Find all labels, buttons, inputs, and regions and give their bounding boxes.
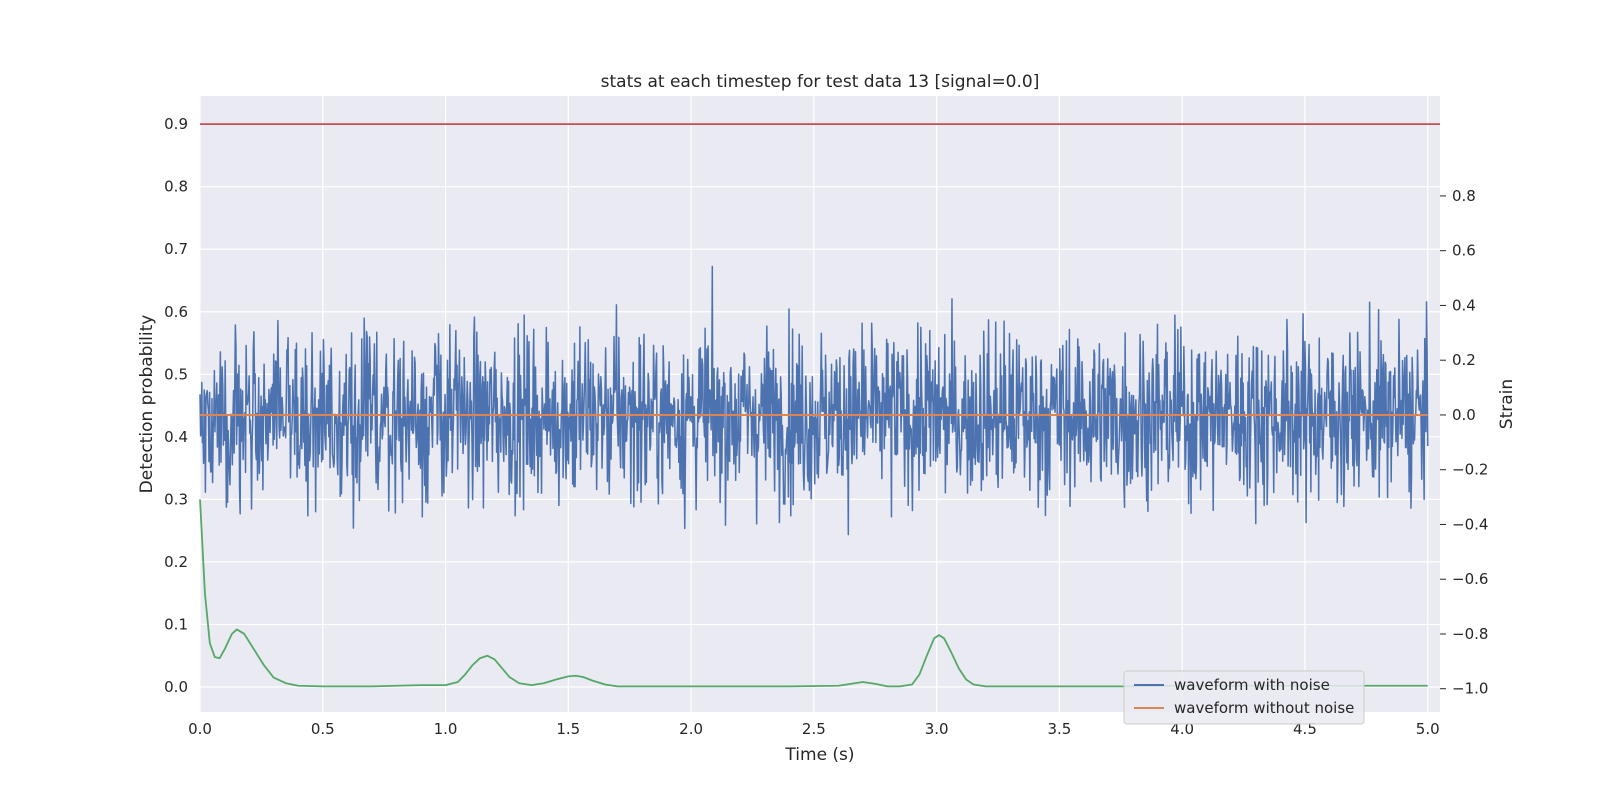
y-right-tick-label: −0.2 <box>1452 461 1488 479</box>
y-axis-left-ticks: 0.0 0.1 0.2 0.3 0.4 0.5 0.6 0.7 0.8 0.9 <box>164 115 188 696</box>
x-tick-label: 2.5 <box>802 720 826 738</box>
y-left-tick-label: 0.4 <box>164 428 188 446</box>
y-left-tick-label: 0.6 <box>164 303 188 321</box>
y-right-tick-label: 0.4 <box>1452 296 1476 314</box>
x-tick-label: 0.5 <box>311 720 335 738</box>
y-left-tick-label: 0.0 <box>164 678 188 696</box>
y-axis-right-label: Strain <box>1497 379 1517 429</box>
legend-box <box>1123 670 1365 725</box>
legend: waveform with noise waveform without noi… <box>1123 670 1365 725</box>
legend-label-clean: waveform without noise <box>1174 699 1354 717</box>
y-right-tick-label: 0.6 <box>1452 242 1476 260</box>
y-axis-right-ticks: −1.0 −0.8 −0.6 −0.4 −0.2 0.0 0.2 0.4 0.6 0.8 <box>1440 187 1488 698</box>
y-left-tick-label: 0.8 <box>164 178 188 196</box>
y-right-tick-label: −0.4 <box>1452 515 1488 533</box>
y-left-tick-label: 0.3 <box>164 490 188 508</box>
x-tick-label: 3.5 <box>1047 720 1071 738</box>
y-right-tick-label: −0.8 <box>1452 625 1488 643</box>
y-left-tick-label: 0.7 <box>164 240 188 258</box>
y-left-tick-label: 0.1 <box>164 615 188 633</box>
x-tick-label: 2.0 <box>679 720 703 738</box>
legend-label-noise: waveform with noise <box>1174 676 1330 694</box>
series-detection-probability <box>199 499 1428 688</box>
x-axis-label: Time (s) <box>784 745 854 765</box>
y-left-tick-label: 0.5 <box>164 365 188 383</box>
y-left-tick-label: 0.2 <box>164 553 188 571</box>
y-right-tick-label: 0.8 <box>1452 187 1476 205</box>
series-layer <box>199 123 1440 688</box>
x-tick-label: 0.0 <box>188 720 212 738</box>
x-tick-label: 3.0 <box>925 720 949 738</box>
series-waveform-with-noise <box>199 265 1429 536</box>
y-right-tick-label: −0.6 <box>1452 570 1488 588</box>
chart-title: stats at each timestep for test data 13 … <box>601 72 1040 92</box>
x-tick-label: 5.0 <box>1416 720 1440 738</box>
y-right-tick-label: 0.2 <box>1452 351 1476 369</box>
x-tick-label: 1.0 <box>434 720 458 738</box>
y-right-tick-label: −1.0 <box>1452 680 1488 698</box>
y-left-tick-label: 0.9 <box>164 115 188 133</box>
y-axis-left-label: Detection probability <box>137 315 157 494</box>
y-right-tick-label: 0.0 <box>1452 406 1476 424</box>
x-tick-label: 1.5 <box>556 720 580 738</box>
